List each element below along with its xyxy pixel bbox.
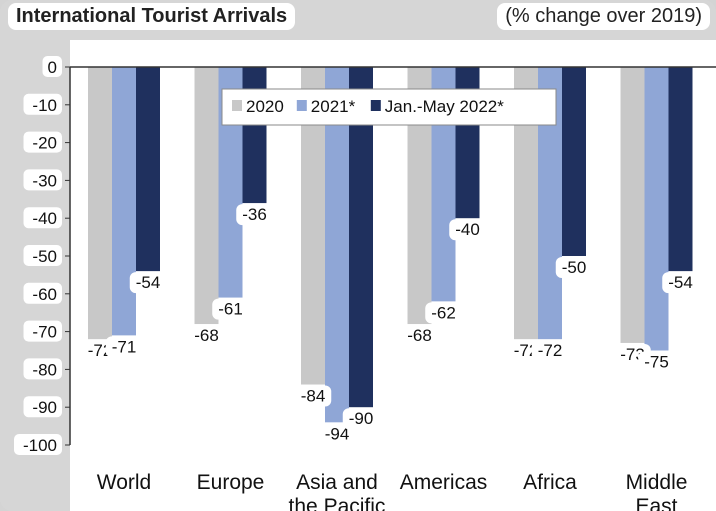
bar — [325, 67, 349, 423]
data-label-bg — [212, 298, 249, 320]
y-tick-label: -100 — [23, 436, 57, 455]
y-tick-label: -70 — [32, 323, 57, 342]
data-labels-layer: -72 -71-54-68-61-36-84-94-90-68-62-40-72-… — [81, 204, 699, 445]
bar — [88, 67, 112, 340]
bar — [112, 67, 136, 336]
data-label: -40 — [455, 220, 480, 239]
data-label: -68 — [194, 326, 219, 345]
bar — [194, 67, 219, 325]
y-tick-label-bg — [23, 93, 62, 115]
y-tick-label-bg — [23, 245, 62, 266]
bar — [562, 67, 586, 256]
data-label-bg — [105, 336, 143, 358]
y-tick-label-bg — [14, 434, 62, 455]
data-label: -72 — [538, 341, 563, 360]
data-label: -36 — [242, 205, 267, 224]
legend-label: 2020 — [246, 97, 284, 116]
data-label-bg — [425, 302, 462, 324]
data-label-bg — [129, 272, 167, 294]
chart-subtitle: (% change over 2019) — [497, 3, 710, 30]
x-tick-label-bg — [190, 468, 271, 498]
y-tick-label: -20 — [32, 134, 57, 153]
bar — [668, 67, 693, 272]
chart-title: International Tourist Arrivals — [8, 3, 296, 30]
data-label-bg — [449, 219, 486, 241]
x-tick-label: Middle East — [626, 471, 688, 511]
y-tick-label-bg — [23, 396, 62, 418]
data-label-bg — [401, 325, 438, 347]
y-tick-label-bg — [23, 358, 62, 380]
legend-swatch — [296, 100, 307, 111]
y-tick-label-bg — [23, 169, 62, 191]
data-label: -71 — [112, 337, 137, 356]
x-tick-label: Africa — [523, 471, 577, 494]
bar — [242, 67, 267, 204]
y-tick-label: -50 — [32, 247, 57, 266]
y-tick-label: -60 — [32, 285, 57, 304]
data-label-bg — [531, 340, 569, 362]
data-label: -62 — [431, 303, 456, 322]
y-tick-label-bg — [42, 56, 62, 77]
legend-swatch — [370, 100, 381, 111]
x-tick-label-bg — [616, 468, 697, 511]
y-tick-label: 0 — [48, 58, 57, 77]
y-tick-label: -90 — [32, 398, 57, 417]
x-tick-label: Europe — [197, 471, 265, 494]
y-tick-label-bg — [23, 320, 62, 342]
x-tick-label-bg — [392, 468, 495, 498]
data-label: -75 — [644, 353, 669, 372]
bar — [620, 67, 645, 343]
y-tick-label: -10 — [32, 96, 57, 115]
y-tick-label-bg — [23, 282, 62, 304]
data-label: -54 — [136, 273, 161, 292]
data-label: -84 — [301, 387, 326, 406]
y-tick-label: -80 — [32, 360, 57, 379]
legend: 2020 2021* Jan.-May 2022* — [221, 88, 557, 126]
bar — [136, 67, 160, 272]
data-label-bg — [294, 385, 332, 407]
x-tick-label: Asia and the Pacific — [289, 471, 386, 511]
data-label: -50 — [562, 258, 587, 277]
data-label: -68 — [407, 326, 432, 345]
data-label-bg — [662, 272, 699, 294]
axis-layer: 0 -10 -20 -30 -40 -50 -60 -70 -80 -90 -100 World Eur… — [14, 56, 716, 511]
data-label: -54 — [668, 273, 693, 292]
bar — [644, 67, 669, 351]
y-tick-label-bg — [23, 131, 62, 153]
y-tick-label: -40 — [32, 209, 57, 228]
data-label: -94 — [325, 424, 350, 443]
data-label: -90 — [349, 409, 374, 428]
data-label-bg — [638, 351, 675, 373]
x-tick-label-bg — [89, 468, 159, 498]
legend-swatch — [232, 100, 242, 111]
data-label-bg — [188, 325, 225, 347]
data-label-bg — [555, 257, 593, 278]
x-tick-label-bg — [510, 468, 590, 498]
data-label-bg — [236, 204, 273, 226]
legend-box — [221, 88, 557, 126]
x-tick-label-bg — [269, 468, 405, 511]
legend-label: 2021* — [311, 97, 356, 116]
y-tick-label: -30 — [32, 171, 57, 190]
x-tick-label: Americas — [400, 471, 488, 494]
data-label-bg — [342, 408, 380, 430]
y-tick-label-bg — [23, 207, 62, 229]
legend-label: Jan.-May 2022* — [385, 97, 504, 116]
data-label: -61 — [218, 300, 243, 319]
bars-layer — [88, 67, 693, 423]
x-tick-label: World — [97, 471, 151, 494]
